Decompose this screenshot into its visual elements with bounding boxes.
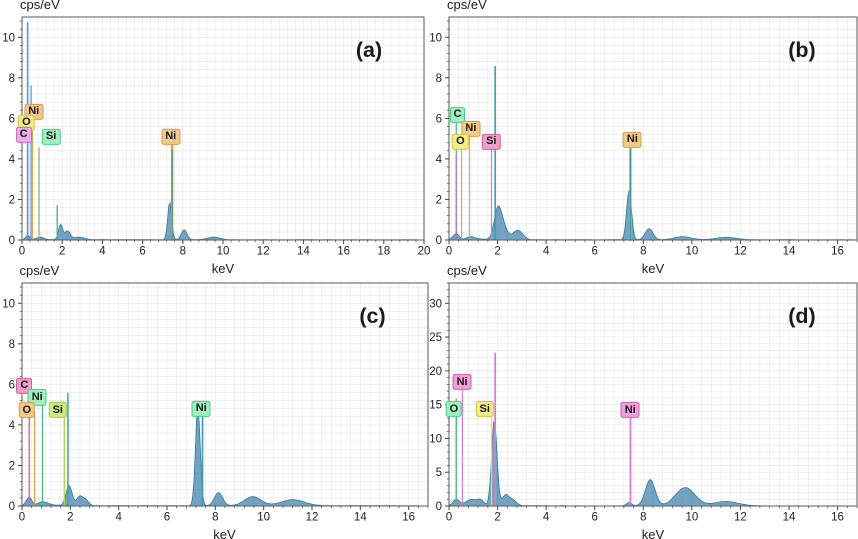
svg-text:10: 10	[2, 298, 15, 310]
svg-text:8: 8	[212, 512, 218, 524]
svg-text:10: 10	[429, 433, 442, 445]
svg-text:6: 6	[436, 113, 442, 125]
svg-text:4: 4	[543, 512, 550, 524]
svg-text:10: 10	[217, 246, 230, 258]
svg-text:18: 18	[377, 246, 390, 258]
svg-text:8: 8	[180, 246, 186, 258]
svg-text:6: 6	[8, 379, 14, 391]
svg-text:8: 8	[640, 246, 646, 258]
svg-text:8: 8	[640, 512, 646, 524]
svg-text:10: 10	[685, 246, 698, 258]
svg-text:6: 6	[163, 512, 169, 524]
svg-text:10: 10	[685, 512, 698, 524]
svg-text:16: 16	[402, 512, 415, 524]
svg-text:4: 4	[115, 512, 122, 524]
svg-text:4: 4	[8, 420, 15, 432]
svg-text:6: 6	[592, 246, 598, 258]
svg-text:2: 2	[494, 512, 500, 524]
svg-text:12: 12	[305, 512, 318, 524]
svg-text:8: 8	[436, 73, 442, 85]
svg-text:15: 15	[429, 400, 442, 412]
svg-text:6: 6	[592, 512, 598, 524]
svg-text:2: 2	[436, 194, 442, 206]
svg-text:0: 0	[436, 235, 442, 247]
svg-text:6: 6	[9, 113, 15, 125]
svg-text:12: 12	[734, 246, 747, 258]
svg-text:8: 8	[8, 339, 14, 351]
svg-text:20: 20	[429, 366, 442, 378]
svg-text:10: 10	[2, 32, 15, 44]
svg-text:20: 20	[418, 246, 431, 258]
svg-text:16: 16	[831, 246, 844, 258]
svg-text:14: 14	[297, 246, 310, 258]
svg-text:14: 14	[783, 246, 796, 258]
svg-text:0: 0	[446, 246, 452, 258]
svg-text:14: 14	[783, 512, 796, 524]
svg-text:25: 25	[429, 332, 442, 344]
svg-text:14: 14	[353, 512, 366, 524]
svg-text:10: 10	[257, 512, 270, 524]
svg-text:2: 2	[8, 460, 14, 472]
svg-text:2: 2	[67, 512, 73, 524]
svg-text:6: 6	[139, 246, 145, 258]
svg-text:0: 0	[9, 235, 15, 247]
svg-text:16: 16	[831, 512, 844, 524]
svg-text:16: 16	[337, 246, 350, 258]
svg-text:4: 4	[9, 154, 16, 166]
svg-text:4: 4	[436, 154, 443, 166]
svg-text:0: 0	[446, 512, 452, 524]
svg-text:0: 0	[19, 246, 25, 258]
svg-text:8: 8	[9, 73, 15, 85]
svg-text:30: 30	[429, 298, 442, 310]
svg-text:5: 5	[436, 467, 442, 479]
svg-text:4: 4	[543, 246, 550, 258]
svg-text:2: 2	[494, 246, 500, 258]
svg-text:4: 4	[99, 246, 106, 258]
svg-text:2: 2	[59, 246, 65, 258]
svg-text:0: 0	[18, 512, 24, 524]
svg-text:0: 0	[436, 501, 442, 513]
svg-text:12: 12	[257, 246, 270, 258]
svg-text:2: 2	[9, 194, 15, 206]
svg-text:0: 0	[8, 501, 14, 513]
svg-text:12: 12	[734, 512, 747, 524]
svg-text:10: 10	[429, 32, 442, 44]
